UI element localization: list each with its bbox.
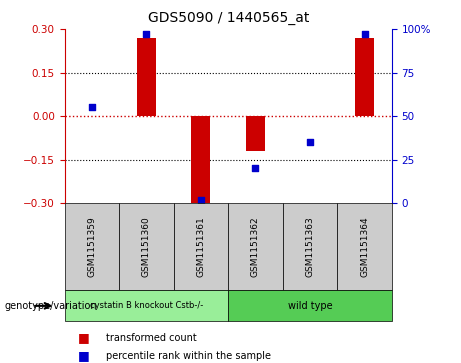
Text: percentile rank within the sample: percentile rank within the sample xyxy=(106,351,271,361)
Text: GSM1151361: GSM1151361 xyxy=(196,216,206,277)
Bar xyxy=(137,38,156,116)
Text: GSM1151362: GSM1151362 xyxy=(251,216,260,277)
Bar xyxy=(246,116,265,151)
Point xyxy=(306,139,313,145)
Text: GSM1151363: GSM1151363 xyxy=(306,216,314,277)
Text: ■: ■ xyxy=(78,349,90,362)
Text: GSM1151359: GSM1151359 xyxy=(87,216,96,277)
Text: ■: ■ xyxy=(78,331,90,344)
Title: GDS5090 / 1440565_at: GDS5090 / 1440565_at xyxy=(148,11,309,25)
Point xyxy=(142,31,150,37)
Text: GSM1151360: GSM1151360 xyxy=(142,216,151,277)
Point xyxy=(197,197,205,203)
Text: transformed count: transformed count xyxy=(106,333,197,343)
Point xyxy=(88,105,95,110)
Point xyxy=(361,31,368,37)
Text: wild type: wild type xyxy=(288,301,332,311)
Bar xyxy=(355,38,374,116)
Bar xyxy=(191,116,211,205)
Text: genotype/variation: genotype/variation xyxy=(5,301,97,311)
Point xyxy=(252,166,259,171)
Text: cystatin B knockout Cstb-/-: cystatin B knockout Cstb-/- xyxy=(90,301,203,310)
Text: GSM1151364: GSM1151364 xyxy=(360,216,369,277)
